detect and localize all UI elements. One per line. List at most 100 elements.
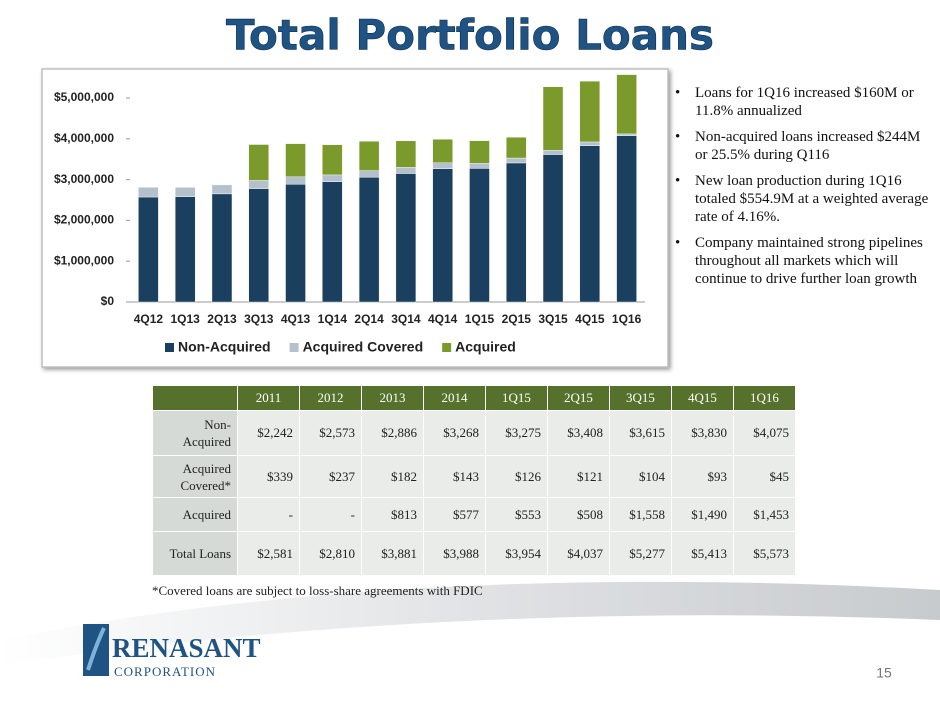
bar-segment: [579, 80, 601, 143]
table-cell: $104: [609, 455, 672, 498]
x-tick-label: 3Q15: [538, 312, 568, 326]
x-tick-label: 1Q15: [465, 312, 495, 326]
table-cell: $3,881: [361, 531, 424, 576]
table-cell: $3,988: [423, 531, 486, 576]
bar-segment: [616, 133, 637, 136]
bar-segment: [506, 162, 527, 303]
bar-segment: [248, 180, 269, 189]
table-header-row: 2011 2012 2013 2014 1Q15 2Q15 3Q15 4Q15 1Q16: [152, 385, 796, 411]
bar-segment: [542, 154, 564, 303]
table-cell: $5,573: [733, 531, 796, 576]
row-label: Acquired: [152, 497, 238, 532]
x-tick-label: 3Q14: [391, 312, 421, 326]
y-tick-label: $5,000,000: [54, 90, 114, 104]
table-row: Non-Acquired $2,242 $2,573 $2,886 $3,268 $3,2…: [152, 410, 796, 456]
bar-segment: [616, 74, 637, 135]
table-cell: $121: [547, 455, 610, 498]
bar-segment: [395, 167, 417, 174]
bar-segment: [469, 163, 490, 169]
bar-segment: [322, 181, 343, 303]
table-cell: $3,268: [423, 410, 486, 456]
x-tick-label: 2Q14: [354, 312, 384, 326]
table-cell: $5,413: [671, 531, 734, 576]
table-cell: -: [299, 497, 362, 532]
table-cell: $813: [361, 497, 424, 532]
table-cell: $2,242: [237, 410, 300, 456]
legend-label: Acquired: [455, 339, 516, 355]
table-cell: $93: [671, 455, 734, 498]
bar-segment: [469, 168, 490, 303]
table-cell: $553: [485, 497, 548, 532]
table-row: Acquired Covered* $339 $237 $182 $143 $126 $12…: [152, 455, 796, 498]
y-tick-label: $0: [101, 294, 115, 308]
bullet: Loans for 1Q16 increased $160M or 11.8% …: [673, 84, 935, 120]
table-cell: $126: [485, 455, 548, 498]
legend-label: Acquired Covered: [303, 339, 424, 355]
logo-name: RENASANT: [112, 633, 261, 663]
table-header-corner: [152, 385, 238, 411]
table-cell: $3,954: [485, 531, 548, 576]
table-cell: $2,573: [299, 410, 362, 456]
x-tick-label: 4Q15: [575, 312, 605, 326]
table-cell: $2,810: [299, 531, 362, 576]
table-header-cell: 3Q15: [609, 385, 672, 411]
table-cell: $3,275: [485, 410, 548, 456]
bar-segment: [248, 188, 269, 303]
bar-segment: [358, 176, 380, 303]
bar-segment: [358, 170, 380, 178]
bar-segment: [432, 139, 453, 164]
bar-segment: [432, 168, 453, 303]
bar-segment: [174, 187, 196, 197]
bullet: Company maintained strong pipelines thro…: [673, 234, 935, 288]
x-tick-label: 4Q14: [428, 312, 458, 326]
table-cell: $1,490: [671, 497, 734, 532]
legend-swatch: [289, 343, 299, 352]
x-tick-label: 1Q16: [612, 312, 642, 326]
bar-segment: [395, 173, 417, 303]
x-tick-label: 2Q13: [207, 312, 237, 326]
table-header-cell: 1Q15: [485, 385, 548, 411]
table-row: Total Loans $2,581 $2,810 $3,881 $3,988 $3,95…: [152, 531, 796, 576]
bar-segment: [211, 193, 233, 303]
bar-segment: [174, 196, 196, 303]
logo: RENASANT CORPORATION: [83, 624, 261, 679]
y-tick-label: $4,000,000: [54, 131, 114, 145]
bar-segment: [506, 157, 527, 164]
logo-sub: CORPORATION: [114, 664, 216, 679]
table-header-cell: 2013: [361, 385, 424, 411]
bar-segment: [285, 143, 306, 178]
footnote: *Covered loans are subject to loss-share…: [152, 583, 483, 598]
table-header-cell: 2012: [299, 385, 362, 411]
x-tick-label: 1Q13: [170, 312, 200, 326]
legend-swatch: [442, 343, 452, 352]
bar-segment: [579, 145, 601, 303]
x-tick-label: 4Q13: [281, 312, 311, 326]
bar-segment: [138, 196, 159, 303]
x-tick-label: 4Q12: [134, 312, 164, 326]
bullet: New loan production during 1Q16 totaled …: [673, 172, 935, 226]
data-table: 2011 2012 2013 2014 1Q15 2Q15 3Q15 4Q15 1Q16 Non-…: [152, 385, 796, 576]
table-cell: $45: [733, 455, 796, 498]
x-tick-label: 3Q13: [244, 312, 274, 326]
table-cell: $5,277: [609, 531, 672, 576]
table-header-cell: 4Q15: [671, 385, 734, 411]
bar-segment: [322, 174, 343, 182]
table-cell: $2,581: [237, 531, 300, 576]
table-row: Acquired - - $813 $577 $553 $508 $1,558 $1,490 $1…: [152, 497, 796, 532]
bar-segment: [395, 140, 417, 168]
logo-icon-stroke: [86, 627, 106, 671]
swoosh-white: [0, 615, 940, 705]
table-cell: $182: [361, 455, 424, 498]
table-cell: $4,037: [547, 531, 610, 576]
bar-segment: [285, 176, 306, 185]
table-cell: $339: [237, 455, 300, 498]
table-cell: $2,886: [361, 410, 424, 456]
table-cell: -: [237, 497, 300, 532]
y-tick-label: $2,000,000: [54, 213, 114, 227]
page-number: 15: [876, 665, 892, 681]
table-cell: $3,615: [609, 410, 672, 456]
legend-label: Non-Acquired: [178, 339, 271, 355]
table-cell: $1,453: [733, 497, 796, 532]
